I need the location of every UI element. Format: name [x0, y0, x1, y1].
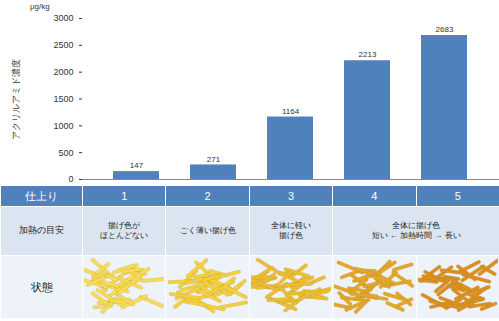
- html-text:4: 4: [371, 190, 378, 202]
- svg-text:アクリルアミド濃度: アクリルアミド濃度: [11, 59, 21, 140]
- svg-text:147: 147: [130, 161, 144, 170]
- html-text:揚げ色が ほとんどない: 揚げ色が ほとんどない: [100, 220, 149, 240]
- html-text:1: 1: [121, 190, 128, 202]
- svg-text:1164: 1164: [282, 107, 300, 116]
- html-text:全体に軽い 揚げ色: 全体に軽い 揚げ色: [271, 220, 311, 240]
- html-text:加熱の目安: 加熱の目安: [19, 225, 64, 236]
- svg-text:2683: 2683: [436, 25, 454, 34]
- html-text:全体に揚げ色 短い ← 加熱時間 → 長い: 全体に揚げ色 短い ← 加熱時間 → 長い: [371, 220, 461, 240]
- svg-text:3000: 3000: [53, 13, 73, 23]
- svg-text:1500: 1500: [53, 94, 73, 104]
- html-text:ごく薄い揚げ色: ごく薄い揚げ色: [179, 225, 236, 235]
- svg-text:0: 0: [68, 174, 73, 184]
- html-text:5: 5: [454, 190, 461, 202]
- svg-text:2500: 2500: [53, 40, 73, 50]
- svg-text:1000: 1000: [53, 121, 73, 131]
- svg-text:500: 500: [58, 148, 73, 158]
- html-text:仕上り: 仕上り: [25, 189, 58, 202]
- html-text:μg/kg: μg/kg: [30, 2, 50, 11]
- html-text:状態: 状態: [30, 280, 53, 293]
- html-text:3: 3: [287, 190, 294, 202]
- svg-text:271: 271: [207, 155, 221, 164]
- html-text:2: 2: [204, 190, 211, 202]
- svg-text:2213: 2213: [359, 50, 377, 59]
- svg-text:2000: 2000: [53, 67, 73, 77]
